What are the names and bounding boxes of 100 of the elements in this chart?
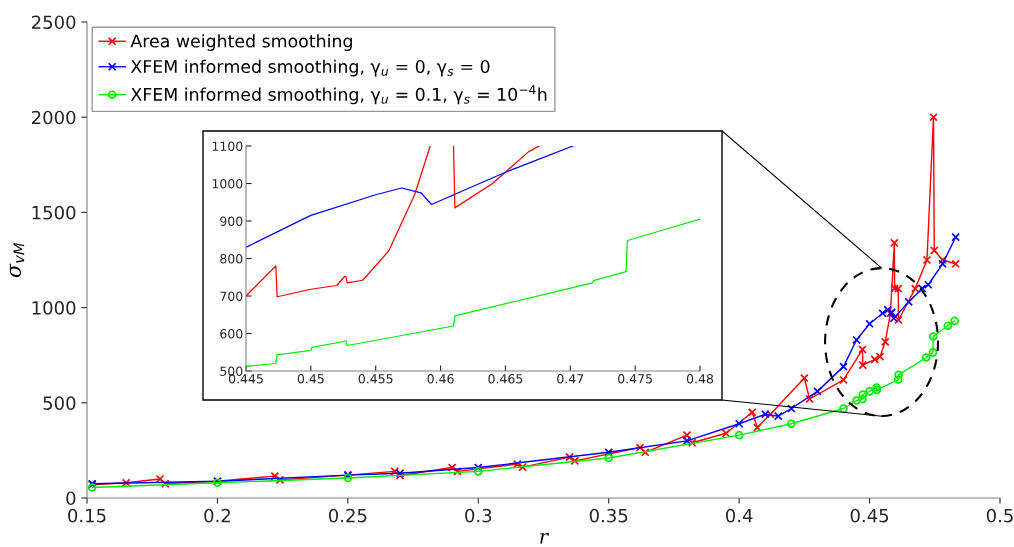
point <box>951 259 960 269</box>
point <box>160 479 170 489</box>
point <box>852 335 861 345</box>
y-tick-label: 800 <box>220 253 243 264</box>
point <box>734 419 744 429</box>
x-tick-label: 0.45 <box>297 374 324 384</box>
point <box>773 411 783 421</box>
point <box>640 447 650 457</box>
point <box>565 452 574 462</box>
point <box>894 315 903 325</box>
x-tick-label: 0.445 <box>228 374 263 384</box>
point <box>721 428 731 438</box>
point <box>121 478 131 488</box>
point <box>950 316 959 326</box>
x-tick-label: 0.2 <box>204 508 230 523</box>
legend-label: Area weighted smoothing <box>130 34 352 51</box>
point <box>473 467 483 476</box>
point <box>753 423 762 432</box>
point <box>852 396 861 405</box>
point <box>858 390 868 399</box>
point <box>938 259 947 269</box>
point <box>943 321 953 330</box>
line-series <box>246 218 700 368</box>
y-tick-label: 1000 <box>32 301 76 315</box>
point <box>766 409 775 419</box>
y-tick-label: 0 <box>66 491 76 506</box>
y-tick-label: 2500 <box>31 15 76 30</box>
point <box>858 394 867 404</box>
point <box>604 447 614 457</box>
point <box>894 370 903 380</box>
point <box>635 443 645 452</box>
point <box>929 112 938 122</box>
x-tick-label: 0.3 <box>465 508 492 523</box>
point <box>682 430 692 440</box>
point <box>928 332 938 341</box>
point <box>839 404 848 413</box>
point <box>813 387 822 396</box>
point <box>893 375 903 384</box>
y-tick-label: 900 <box>220 216 243 226</box>
point <box>270 471 280 481</box>
point <box>787 404 796 413</box>
x-tick-label: 0.455 <box>358 374 393 384</box>
point <box>839 362 848 371</box>
point <box>893 284 903 293</box>
point <box>880 337 890 347</box>
point <box>800 373 809 383</box>
y-tick-label: 600 <box>220 328 243 339</box>
point <box>917 284 927 293</box>
point <box>453 467 462 476</box>
line-series <box>246 146 574 248</box>
point <box>858 345 867 354</box>
point <box>747 408 757 417</box>
y-tick-label: 2000 <box>31 110 76 125</box>
y-tick-label: 1500 <box>32 205 76 220</box>
point <box>890 284 899 293</box>
point <box>687 438 697 448</box>
point <box>760 409 770 419</box>
y-tick-label: 500 <box>43 396 76 410</box>
point <box>682 436 692 446</box>
point <box>839 375 848 385</box>
point <box>890 238 899 248</box>
y-tick-label: 500 <box>220 366 243 376</box>
x-tick-label: 0.48 <box>686 374 714 384</box>
point <box>923 280 933 290</box>
x-tick-label: 0.25 <box>328 508 367 523</box>
x-tick-label: 0.475 <box>618 374 652 384</box>
legend-label: XFEM informed smoothing, γ$_{u}$ = 0.1, γ$_{s}$ = 10$^{−4}$h <box>130 85 547 105</box>
x-tick-label: 0.465 <box>488 374 523 384</box>
point <box>858 360 868 370</box>
point <box>883 305 893 315</box>
point <box>865 319 874 329</box>
point <box>473 463 483 472</box>
point <box>929 246 939 255</box>
point <box>604 453 614 463</box>
point <box>390 467 400 476</box>
y-tick-label: 700 <box>220 291 243 301</box>
point <box>951 232 960 242</box>
point <box>805 394 814 404</box>
x-tick-label: 0.5 <box>986 508 1013 523</box>
point <box>938 255 947 265</box>
point <box>921 353 931 362</box>
x-tick-label: 0.45 <box>850 508 889 523</box>
x-tick-label: 0.35 <box>589 508 628 523</box>
point <box>734 430 744 440</box>
x-tick-label: 0.47 <box>557 374 584 384</box>
x-tick-label: 0.4 <box>725 508 753 523</box>
x-tick-label: 0.46 <box>427 374 454 384</box>
point <box>922 255 932 265</box>
point <box>447 463 457 472</box>
point <box>910 284 920 293</box>
y-tick-label: 1100 <box>212 141 243 151</box>
point <box>889 313 899 323</box>
y-axis-title: σ$_{vM}$ <box>9 242 25 278</box>
point <box>865 387 874 396</box>
point <box>275 475 285 485</box>
x-tick-label: 0.15 <box>68 508 106 523</box>
point <box>570 456 580 466</box>
y-tick-label: 1000 <box>212 178 243 189</box>
point <box>787 419 796 429</box>
legend-label: XFEM informed smoothing, γ$_{u}$ = 0, γ$_{s}$ = 0 <box>130 59 490 77</box>
